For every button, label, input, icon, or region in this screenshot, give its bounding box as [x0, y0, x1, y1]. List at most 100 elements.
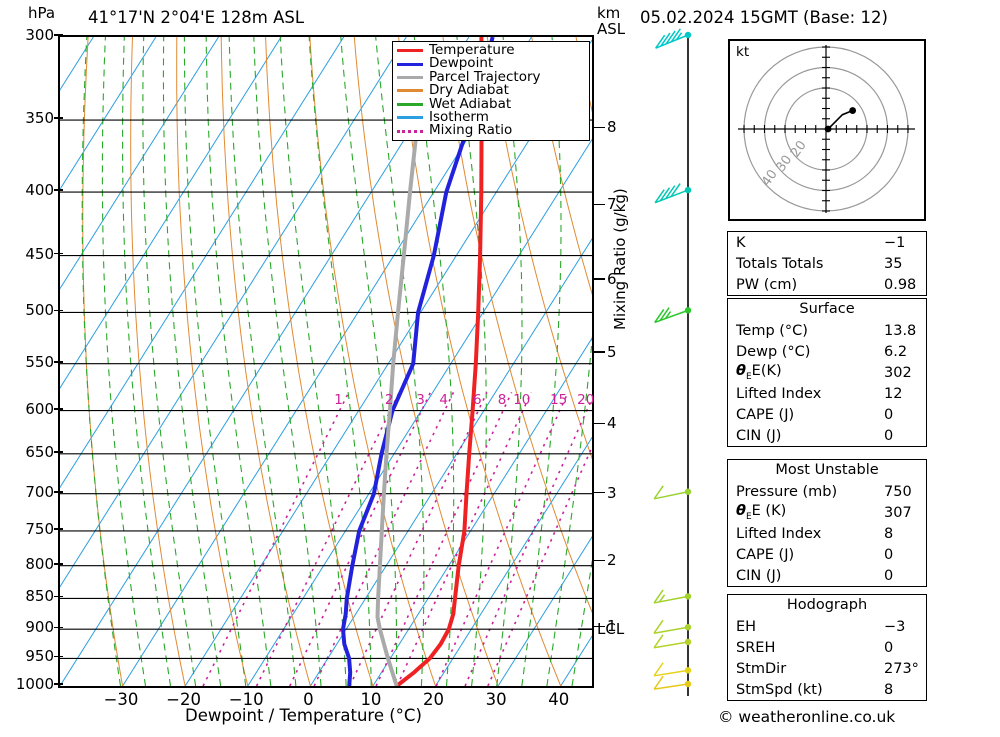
legend-swatch-wet-adiabat-icon — [397, 102, 423, 106]
datetime-label: 05.02.2024 15GMT (Base: 12) — [640, 8, 888, 27]
pressure-tick — [54, 252, 63, 255]
info-value: 750 — [884, 483, 912, 500]
wet-adiabat-line — [81, 37, 122, 686]
pressure-tick-label: 350 — [25, 109, 54, 128]
info-row: θEE(K) 302 — [728, 362, 926, 383]
info-value: −3 — [884, 618, 906, 635]
wind-barb-column — [615, 0, 713, 733]
skewt-panel: hPa 41°17'N 2°04'E 128m ASL 300 350 400 450… — [16, 4, 629, 725]
isotherm-line — [247, 138, 592, 686]
pressure-tick — [54, 683, 63, 685]
height-tick — [594, 422, 605, 425]
info-row: CIN (J) 0 — [728, 425, 926, 446]
profile-temperature — [395, 37, 484, 686]
hodograph-ring-label: 20 — [788, 138, 810, 160]
dry-adiabat-line — [265, 37, 374, 686]
wet-adiabat-line — [142, 37, 197, 686]
skewt-plot-frame — [58, 35, 594, 688]
mixing-ratio-value-label: 15 — [550, 391, 568, 408]
mixing-ratio-line — [435, 392, 569, 686]
isotherm-line — [184, 39, 592, 686]
info-row: EH −3 — [728, 616, 926, 637]
temperature-tick-label: 10 — [360, 690, 382, 709]
temperature-tick-label: 30 — [485, 690, 507, 709]
legend-label: Isotherm — [429, 108, 489, 125]
wind-barb — [653, 634, 692, 649]
hodograph-panel: 20 30 40 kt — [728, 39, 926, 221]
pressure-tick-label: 950 — [25, 647, 54, 666]
height-tick — [594, 126, 605, 129]
info-value: 302 — [884, 364, 912, 381]
temperature-tick-label: 40 — [548, 690, 570, 709]
pressure-tick-label: 450 — [25, 244, 54, 263]
pressure-tick — [54, 407, 63, 410]
pressure-tick-label: 300 — [25, 26, 54, 44]
wind-barb — [653, 589, 692, 604]
info-value: 0 — [884, 406, 894, 423]
info-label: CIN (J) — [736, 567, 782, 584]
info-row: CAPE (J) 0 — [728, 544, 926, 565]
height-tick-label: 6 — [607, 270, 617, 289]
mixing-ratio-value-label: 3 — [416, 391, 425, 408]
height-tick-label: 5 — [607, 343, 617, 362]
legend-swatch-parcel-trajectory-icon — [397, 75, 423, 79]
isotherm-line — [60, 37, 219, 290]
height-tick — [594, 491, 605, 494]
pressure-tick-label: 700 — [25, 482, 54, 501]
legend-swatch-dewpoint-icon — [397, 62, 423, 66]
height-tick — [594, 625, 605, 628]
pressure-tick-label: 600 — [25, 399, 54, 418]
info-label: StmSpd (kt) — [736, 681, 823, 698]
legend-label: Temperature — [429, 42, 515, 58]
temperature-tick-label: 20 — [423, 690, 445, 709]
temperature-tick-label: −20 — [166, 690, 201, 709]
mixing-ratio-value-label: 4 — [439, 391, 448, 408]
info-row: StmSpd (kt) 8 — [728, 679, 926, 700]
wind-barb — [653, 662, 692, 677]
hodograph-unit-label: kt — [736, 44, 750, 60]
info-value: 0 — [884, 427, 894, 444]
wet-adiabat-line — [183, 37, 247, 686]
pressure-tick — [54, 309, 63, 312]
info-value: 273° — [884, 660, 919, 677]
height-unit-label-2: ASL — [597, 20, 626, 38]
info-label: Lifted Index — [736, 385, 822, 402]
info-value: 13.8 — [884, 322, 917, 339]
height-tick-label: 2 — [607, 551, 617, 570]
pressure-tick — [54, 189, 63, 191]
mixing-ratio-value-label: 1 — [334, 391, 343, 408]
legend-item-mixing-ratio: Mixing Ratio — [397, 123, 585, 137]
mixing-ratio-value-label: 20 — [577, 391, 595, 408]
pressure-tick — [54, 595, 63, 598]
info-value: 8 — [884, 525, 894, 542]
wind-barb — [655, 28, 692, 49]
lcl-label: LCL — [597, 620, 625, 638]
height-tick-label: 4 — [607, 414, 617, 433]
x-axis-label: Dewpoint / Temperature (°C) — [185, 706, 422, 725]
height-tick — [594, 278, 605, 281]
info-value: −1 — [884, 234, 906, 251]
legend-item-dry-adiabat: Dry Adiabat — [397, 83, 585, 97]
info-value: 0.98 — [884, 276, 917, 293]
height-tick-label: 3 — [607, 483, 617, 502]
wet-adiabat-line — [279, 37, 347, 686]
info-label: PW (cm) — [736, 276, 798, 293]
legend-item-dewpoint: Dewpoint — [397, 56, 585, 70]
info-label: CAPE (J) — [736, 406, 795, 423]
legend-swatch-mixing-ratio-icon — [397, 129, 423, 133]
mixing-ratio-value-label: 10 — [513, 391, 531, 408]
hodograph-point — [824, 125, 832, 133]
temperature-tick-label: −10 — [228, 690, 264, 709]
most-unstable-box: Most Unstable Pressure (mb) 750 θEE (K) 307 L… — [727, 459, 927, 587]
wind-barbs — [653, 28, 692, 696]
legend-item-isotherm: Isotherm — [397, 108, 585, 125]
pressure-tick-label: 550 — [25, 352, 54, 371]
pressure-tick — [54, 451, 63, 453]
height-unit-label-1: km — [597, 4, 621, 22]
legend-label: Parcel Trajectory — [429, 68, 541, 85]
info-value: 0 — [884, 639, 894, 656]
profile-parcel-trajectory — [375, 71, 426, 686]
info-label: θEE(K) — [736, 363, 782, 382]
pressure-tick-label: 800 — [25, 554, 54, 573]
